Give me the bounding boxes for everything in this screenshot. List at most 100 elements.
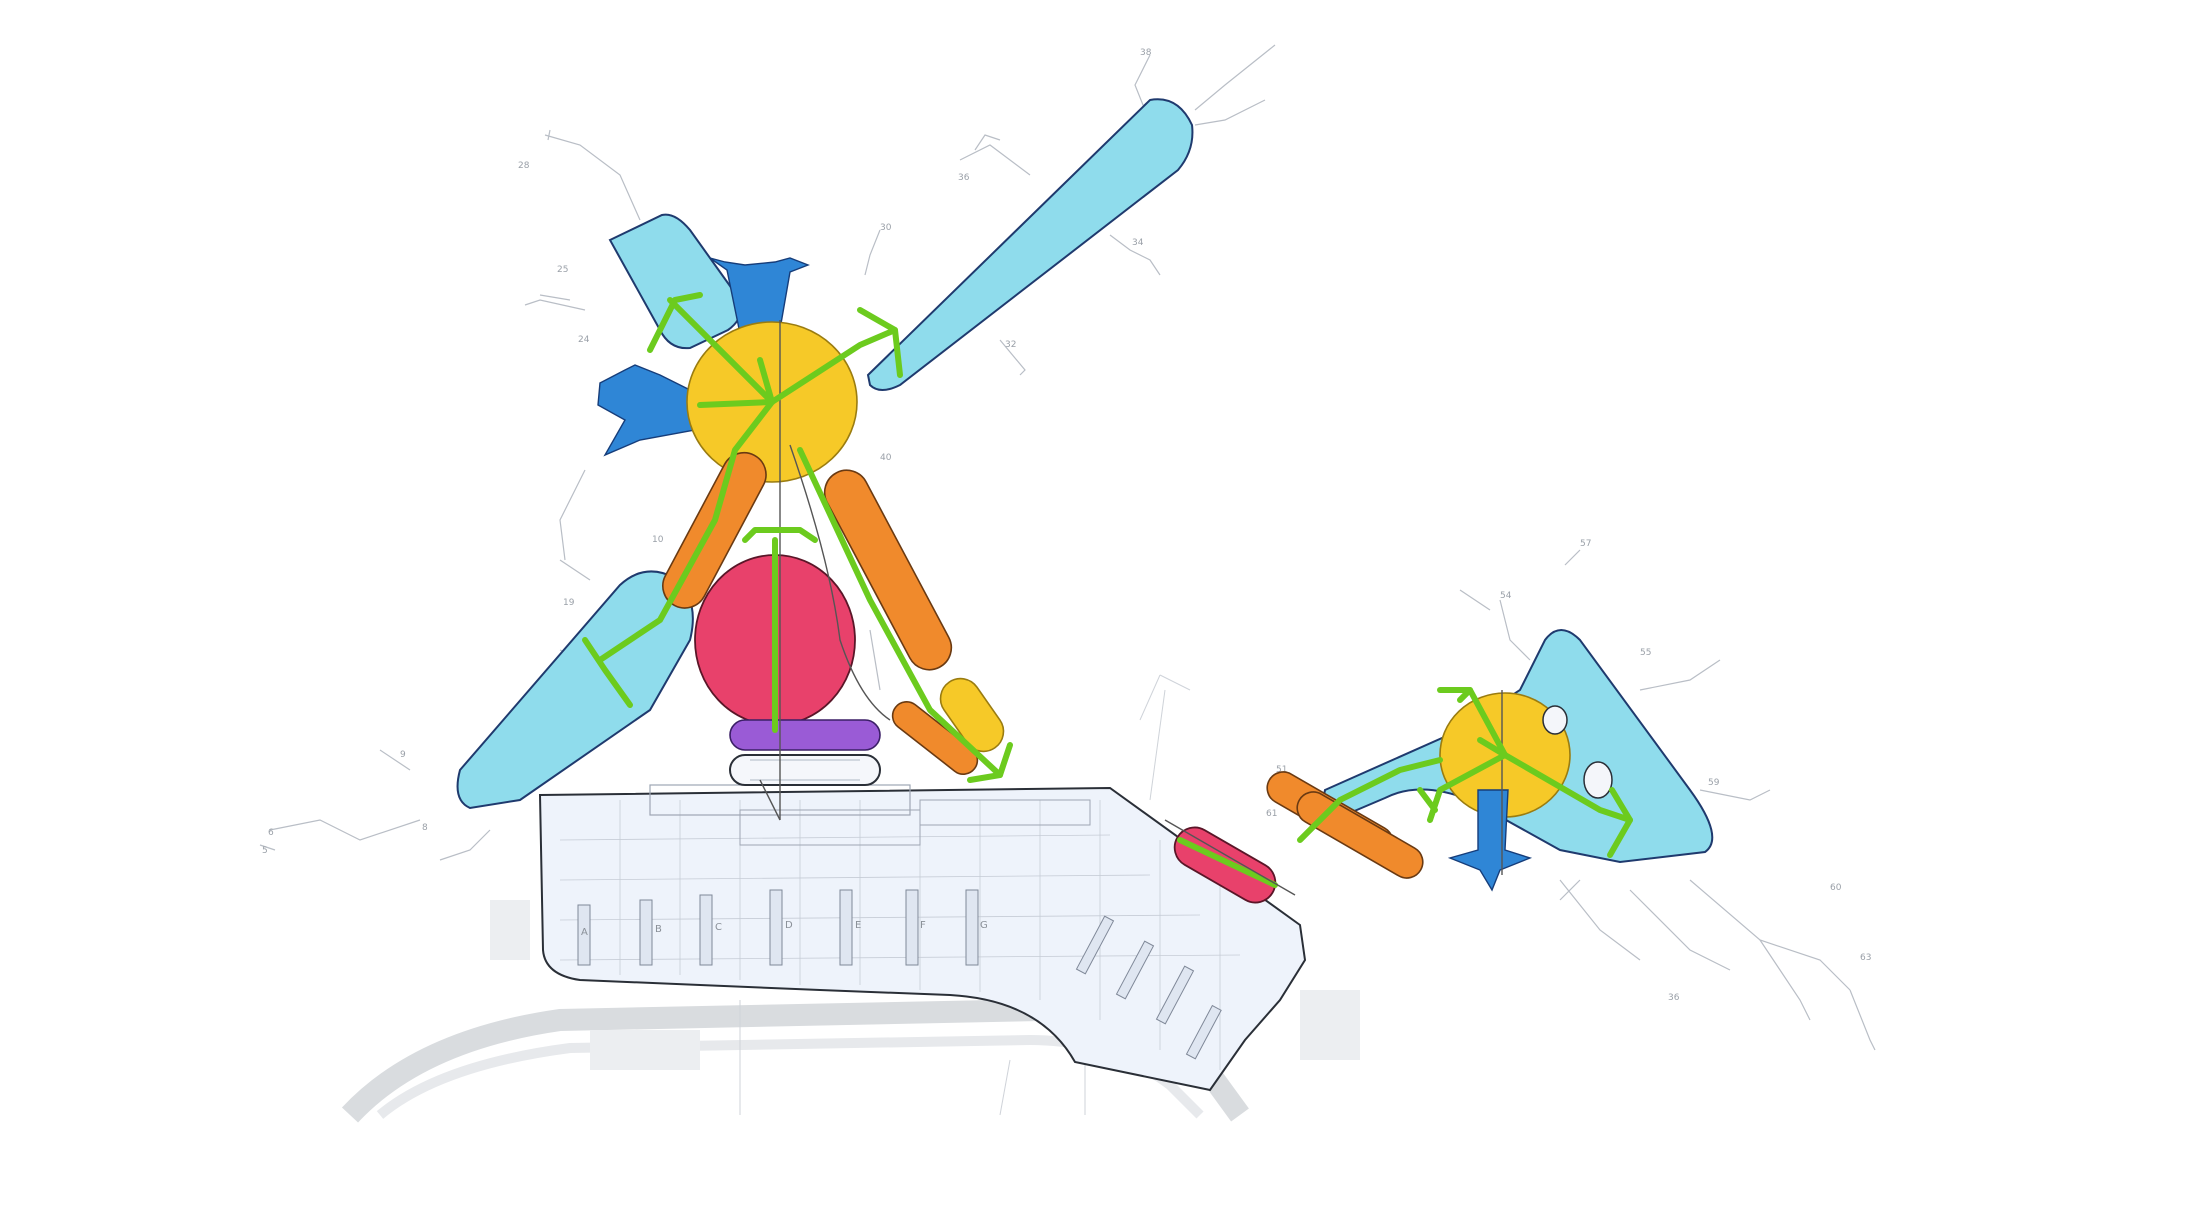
checkin-island [905, 889, 919, 966]
checkin-islands [577, 889, 1222, 1060]
bg-building [490, 900, 530, 960]
checkin-island [1115, 940, 1155, 1000]
circulation-line [1502, 752, 1633, 823]
terminal-strip [919, 799, 1091, 826]
bridge [439, 829, 491, 861]
bridge [547, 129, 551, 141]
gate-label: 6 [268, 828, 274, 838]
circulation-line [769, 327, 898, 405]
right-pier-complex [1266, 629, 1714, 892]
flow-arrow-south [1447, 789, 1533, 892]
corridor-right [823, 469, 953, 671]
main-terminal: A B C D E F G [538, 784, 1307, 1092]
circulation-paths-left [582, 292, 1013, 783]
checkin-labels: A B C D E F G [581, 920, 988, 938]
bg-building [1300, 990, 1360, 1060]
checkin-label: E [855, 920, 861, 931]
gate-label: 34 [1132, 238, 1144, 248]
circulation-line [967, 742, 1013, 783]
bridge [1759, 939, 1811, 1021]
circulation-line [857, 307, 903, 378]
gate-label: 24 [578, 335, 590, 345]
pier-northeast [866, 98, 1194, 391]
bg-line [1139, 674, 1161, 721]
gate-label: 8 [422, 823, 428, 833]
bg-line [1149, 689, 1166, 801]
bridge [379, 749, 411, 771]
gate-label: 59 [1708, 778, 1720, 788]
pier-northwest [608, 213, 743, 350]
circulation-line [582, 637, 633, 708]
gate-label: 40 [880, 453, 892, 463]
gate-label: 60 [1830, 883, 1842, 893]
pier-southwest [456, 570, 694, 810]
bridge [1194, 99, 1266, 126]
circulation-line [1417, 787, 1438, 813]
checkin-label: B [655, 924, 662, 935]
bg-building [590, 1030, 700, 1070]
bridge [524, 299, 586, 311]
gate-labels: 28 25 24 30 32 34 36 38 40 10 19 9 8 6 5… [262, 48, 1871, 1003]
gate-label: 61 [1266, 809, 1277, 819]
checkin-label: A [581, 927, 588, 938]
circulation-line [647, 292, 703, 353]
bridge [269, 819, 421, 841]
gate-bridges-left [259, 44, 1276, 931]
purple-band [729, 719, 881, 751]
gate-label: 32 [1005, 340, 1016, 350]
bridge [1559, 879, 1641, 961]
gate-label: 5 [262, 846, 268, 856]
gate-label: 38 [1140, 48, 1152, 58]
terminal-strip [739, 809, 921, 846]
gate-label: 10 [652, 535, 664, 545]
bridge [1559, 879, 1581, 901]
bridge [1564, 549, 1581, 566]
gate-label: 30 [880, 223, 892, 233]
bridge [1194, 44, 1276, 111]
circulation-line [667, 297, 775, 405]
circulation-line [1607, 787, 1633, 858]
gate-bridges-right [1139, 549, 1876, 1051]
connector [1164, 819, 1296, 904]
gate-label: 57 [1580, 539, 1591, 549]
corridor-small [891, 701, 979, 775]
gate-label: 63 [1860, 953, 1871, 963]
bridge [259, 844, 276, 851]
checkin-label: C [715, 922, 722, 933]
checkin-label: D [785, 920, 793, 931]
checkin-island [1155, 965, 1195, 1025]
corridor-yellow-end [939, 677, 1005, 753]
terminal-grid [559, 800, 1241, 1070]
checkin-island [577, 904, 591, 966]
outline-band [729, 754, 881, 786]
bridge [1134, 54, 1151, 111]
bridge [559, 469, 586, 561]
bridge [1629, 889, 1731, 971]
checkin-island [639, 899, 653, 966]
axis-line [1164, 819, 1296, 896]
bridge [1689, 879, 1851, 991]
axis-line [759, 779, 781, 821]
gate-label: 54 [1500, 591, 1512, 601]
bridge [1849, 989, 1876, 1051]
gate-label: 55 [1640, 648, 1651, 658]
bg-line [1159, 674, 1191, 691]
flow-arrow-west [597, 364, 727, 457]
bridge [974, 134, 1001, 151]
checkin-island [839, 889, 853, 966]
bridge [864, 229, 881, 276]
circulation-line [1297, 757, 1443, 843]
left-pier-complex [456, 98, 1194, 821]
circulation-line [697, 399, 775, 408]
checkin-island [699, 894, 713, 966]
bridge [999, 339, 1026, 376]
checkin-label: F [920, 920, 926, 931]
checkin-island [965, 889, 979, 966]
gate-label: 51 [1276, 765, 1287, 775]
bridge [544, 134, 641, 221]
bridge [869, 629, 881, 691]
axis-line [789, 444, 891, 721]
checkin-island [769, 889, 783, 966]
